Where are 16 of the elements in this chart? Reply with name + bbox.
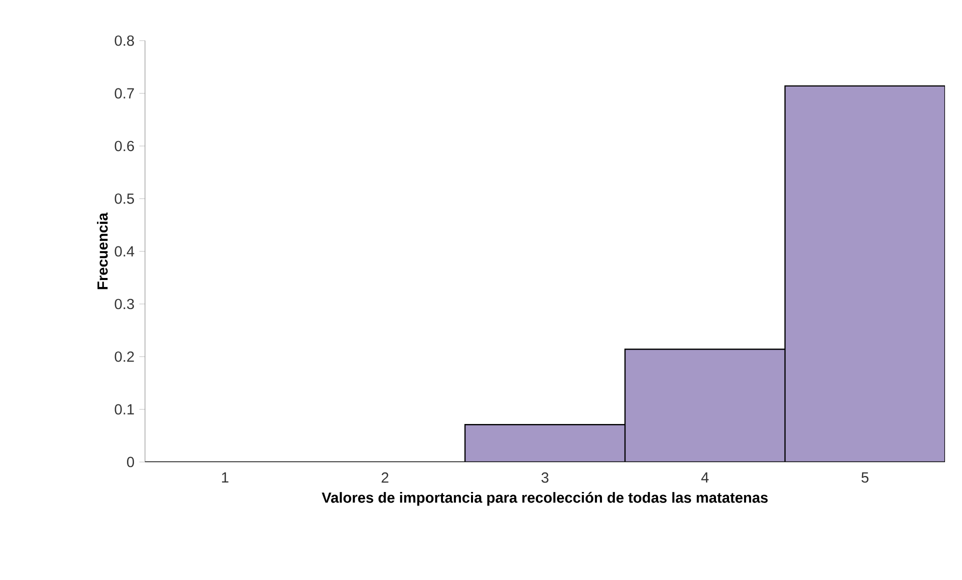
x-axis-title: Valores de importancia para recolección de todas las matatenas [322,492,768,506]
x-tick-label: 3 [541,472,548,483]
y-tick-label: 0.8 [114,35,134,46]
y-tick-label: 0.3 [114,298,134,310]
y-tick-label: 0.6 [114,140,134,152]
x-tick-label: 5 [862,472,868,483]
x-tick-label: 2 [382,472,388,483]
x-tick-label: 1 [222,472,228,482]
y-tick-label: 0.2 [114,351,134,362]
x-tick-label: 4 [701,472,709,482]
y-tick-label: 0.7 [114,88,134,99]
y-tick-label: 0.1 [114,404,134,415]
y-tick-label: 0.5 [114,193,134,204]
y-axis-title: Frecuencia [96,212,108,290]
y-tick-label: 0 [127,456,134,468]
y-tick-label: 0.4 [114,246,134,257]
